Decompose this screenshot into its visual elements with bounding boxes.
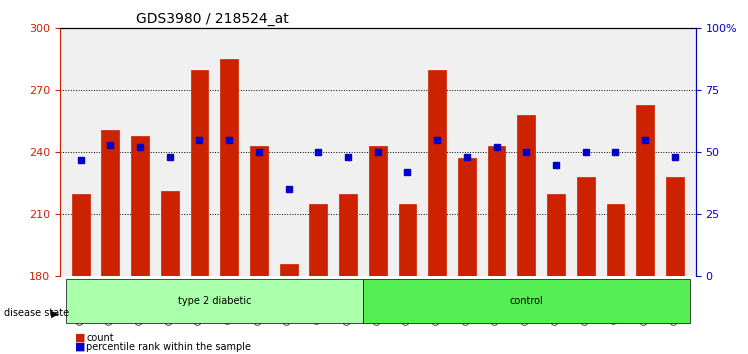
Bar — [488, 146, 506, 276]
Text: GSM346561: GSM346561 — [373, 278, 382, 325]
Text: GSM346578: GSM346578 — [581, 278, 590, 325]
Text: GSM346582: GSM346582 — [224, 278, 233, 324]
FancyBboxPatch shape — [66, 279, 363, 323]
Text: ▶: ▶ — [51, 308, 58, 318]
Text: GSM346575: GSM346575 — [522, 278, 531, 325]
Bar — [310, 204, 327, 276]
Text: GSM346581: GSM346581 — [611, 278, 620, 324]
Bar — [399, 204, 417, 276]
Text: GSM346585: GSM346585 — [670, 278, 679, 325]
Bar — [637, 105, 654, 276]
Text: disease state: disease state — [4, 308, 69, 318]
Text: ■: ■ — [75, 333, 85, 343]
Text: GSM346560: GSM346560 — [76, 278, 85, 325]
Bar — [191, 70, 209, 276]
Text: GSM346570: GSM346570 — [462, 278, 471, 325]
Text: ■: ■ — [75, 342, 85, 352]
Text: GSM346586: GSM346586 — [254, 278, 263, 325]
Text: GSM346588: GSM346588 — [314, 278, 323, 324]
Bar — [280, 264, 298, 276]
Bar — [547, 194, 565, 276]
Text: GSM346589: GSM346589 — [343, 278, 352, 325]
Bar — [666, 177, 684, 276]
Text: count: count — [86, 333, 114, 343]
Text: type 2 diabetic: type 2 diabetic — [177, 296, 251, 306]
FancyBboxPatch shape — [363, 279, 690, 323]
Text: GSM346584: GSM346584 — [640, 278, 649, 325]
Text: control: control — [509, 296, 543, 306]
Bar — [607, 204, 625, 276]
Bar — [339, 194, 357, 276]
Text: GSM346573: GSM346573 — [492, 278, 501, 325]
Text: GSM346565: GSM346565 — [135, 278, 144, 325]
Bar — [161, 192, 179, 276]
Bar — [131, 136, 149, 276]
Text: GSM346579: GSM346579 — [195, 278, 204, 325]
Bar — [458, 159, 476, 276]
Text: GSM346563: GSM346563 — [106, 278, 115, 325]
Bar — [72, 194, 90, 276]
Text: GSM346572: GSM346572 — [165, 278, 174, 325]
Bar — [250, 146, 268, 276]
Bar — [518, 115, 536, 276]
Bar — [429, 70, 446, 276]
Bar — [220, 59, 238, 276]
Bar — [577, 177, 595, 276]
Bar — [102, 130, 119, 276]
Text: GSM346568: GSM346568 — [432, 278, 441, 325]
Bar — [369, 146, 387, 276]
Text: percentile rank within the sample: percentile rank within the sample — [86, 342, 251, 352]
Text: GSM346587: GSM346587 — [284, 278, 293, 325]
Text: GSM346576: GSM346576 — [551, 278, 560, 325]
Text: GSM346566: GSM346566 — [403, 278, 412, 325]
Text: GDS3980 / 218524_at: GDS3980 / 218524_at — [136, 12, 289, 26]
